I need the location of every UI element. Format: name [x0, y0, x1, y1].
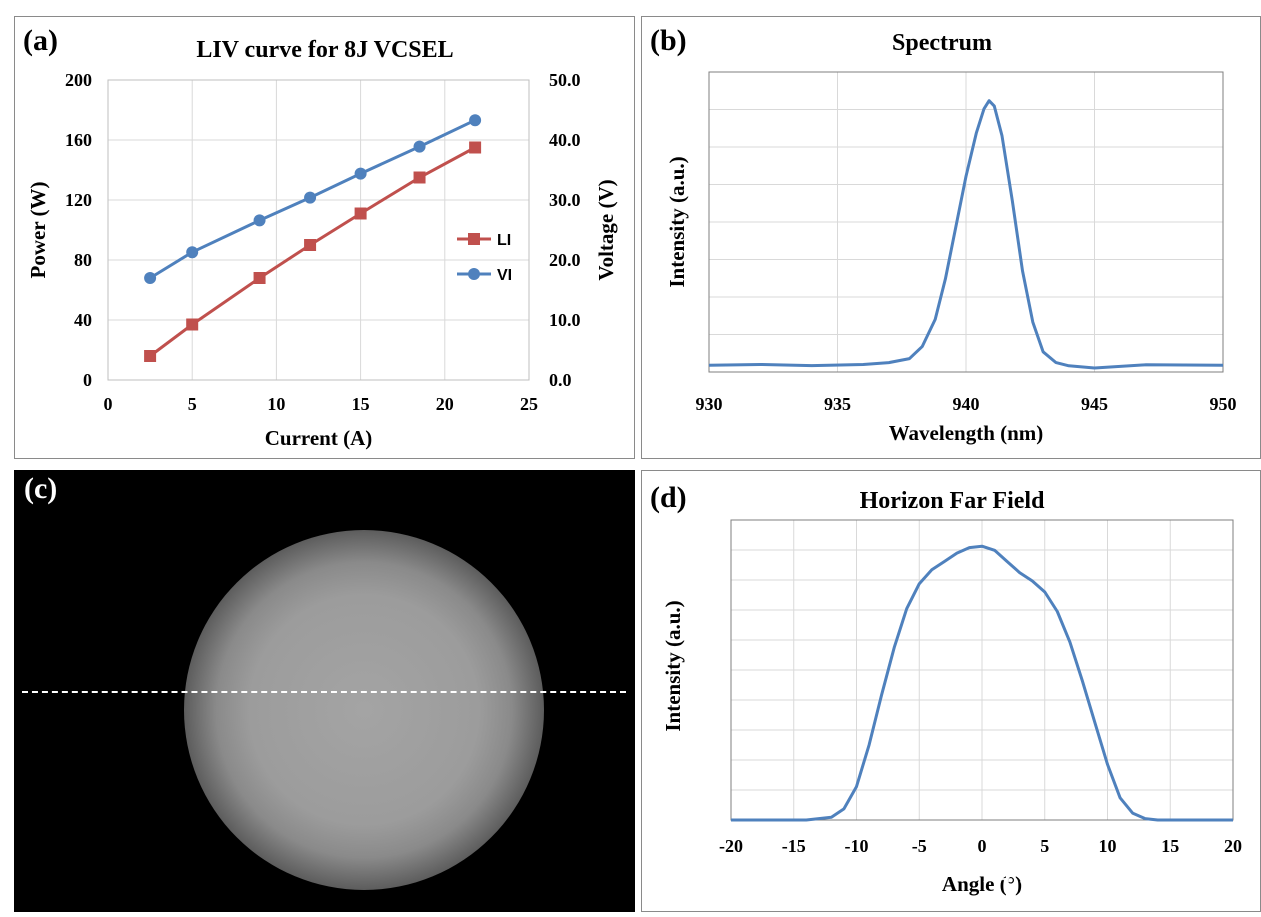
x-tick-label: 0 — [104, 394, 113, 414]
plot-area — [107, 79, 530, 381]
legend-vi-label: VI — [497, 267, 512, 284]
horizontal-cut-line — [22, 691, 626, 693]
y2-tick-label: 10.0 — [549, 310, 581, 330]
y-axis-label: Power (W) — [26, 182, 50, 279]
y2-tick-label: 20.0 — [549, 250, 581, 270]
chart-title: Spectrum — [892, 30, 992, 56]
farfield-line — [731, 544, 1233, 822]
y-tick-label: 40 — [74, 310, 92, 330]
x-tick-label: 5 — [188, 394, 197, 414]
legend-li-marker — [468, 233, 480, 245]
y-tick-label: 160 — [65, 130, 92, 150]
series-vi-marker — [304, 191, 317, 204]
x-tick-label: -20 — [719, 836, 743, 856]
x-tick-label: 20 — [436, 394, 454, 414]
x-tick-label: 10 — [267, 394, 285, 414]
x-tick-label: 25 — [520, 394, 538, 414]
watermark-text: 知乎 @井下之人 — [982, 854, 1202, 889]
y-axis-label: Intensity (a.u.) — [661, 600, 685, 731]
spectrum-line — [708, 99, 1224, 370]
series-vi-marker — [413, 140, 426, 153]
x-tick-label: 10 — [1099, 836, 1117, 856]
x-axis-label: Angle (°) — [942, 872, 1022, 896]
beam-spot-image — [184, 530, 544, 890]
x-tick-label: 15 — [352, 394, 370, 414]
y2-tick-label: 40.0 — [549, 130, 581, 150]
legend-li-label: LI — [497, 232, 511, 249]
chart-title: LIV curve for 8J VCSEL — [196, 37, 453, 63]
y-tick-label: 120 — [65, 190, 92, 210]
x-tick-label: 930 — [696, 394, 723, 414]
farfield-chart: -20 -15 -10 -5 0 5 10 15 20 (d) Horizon Far Field A… — [650, 481, 1242, 896]
y-tick-label: 0 — [83, 370, 92, 390]
x-tick-label: 935 — [824, 394, 851, 414]
x-axis-label: Wavelength (nm) — [889, 421, 1044, 445]
series-li-marker — [304, 239, 317, 251]
plot-area — [730, 519, 1234, 821]
series-vi-marker — [186, 246, 199, 259]
x-tick-label: 0 — [978, 836, 987, 856]
series-vi-marker — [253, 214, 266, 227]
y2-axis-label: Voltage (V) — [594, 179, 618, 280]
x-tick-label: 945 — [1081, 394, 1108, 414]
farfield-chart-panel: -20 -15 -10 -5 0 5 10 15 20 (d) Horizon Far Field A… — [641, 470, 1261, 912]
y2-tick-label: 30.0 — [549, 190, 581, 210]
x-tick-label: 950 — [1210, 394, 1237, 414]
series-li-marker — [469, 141, 482, 154]
series-li-marker — [253, 272, 266, 284]
y2-tick-label: 50.0 — [549, 70, 581, 90]
x-tick-label: 15 — [1161, 836, 1179, 856]
x-tick-label: 5 — [1040, 836, 1049, 856]
panel-tag-d: (d) — [650, 481, 687, 514]
spectrum-chart-panel: 930 935 940 945 950 (b) Spectrum Wavelength (nm… — [641, 16, 1261, 459]
y-tick-label: 200 — [65, 70, 92, 90]
beam-image-panel: (c) — [14, 470, 635, 912]
legend-vi-marker — [468, 268, 480, 280]
series-vi-marker — [144, 272, 157, 284]
series-vi-marker — [354, 167, 367, 180]
x-tick-label: 20 — [1224, 836, 1242, 856]
liv-chart: 0 5 10 15 20 25 0 40 80 120 160 200 0.0 10.0 20.0 30.0 4… — [23, 24, 618, 450]
series-li-marker — [413, 171, 426, 184]
x-axis-label: Current (A) — [265, 426, 373, 450]
liv-chart-panel: 0 5 10 15 20 25 0 40 80 120 160 200 0.0 10.0 20.0 30.0 4… — [14, 16, 635, 459]
panel-tag-b: (b) — [650, 24, 687, 57]
series-li-marker — [354, 207, 367, 220]
y2-tick-label: 0.0 — [549, 370, 572, 390]
series-vi-marker — [469, 114, 482, 127]
x-tick-label: -5 — [912, 836, 927, 856]
x-tick-label: 940 — [953, 394, 980, 414]
series-li-line — [149, 146, 476, 358]
spectrum-chart: 930 935 940 945 950 (b) Spectrum Wavelength (nm… — [650, 24, 1237, 445]
y-tick-label: 80 — [74, 250, 92, 270]
panel-tag-a: (a) — [23, 24, 58, 57]
plot-area — [708, 71, 1224, 373]
series-li-marker — [186, 318, 199, 331]
x-tick-label: -15 — [782, 836, 806, 856]
chart-title: Horizon Far Field — [860, 488, 1046, 514]
x-tick-label: -10 — [845, 836, 869, 856]
y-axis-label: Intensity (a.u.) — [665, 156, 689, 287]
panel-tag-c: (c) — [24, 472, 58, 505]
series-li-marker — [144, 350, 157, 362]
